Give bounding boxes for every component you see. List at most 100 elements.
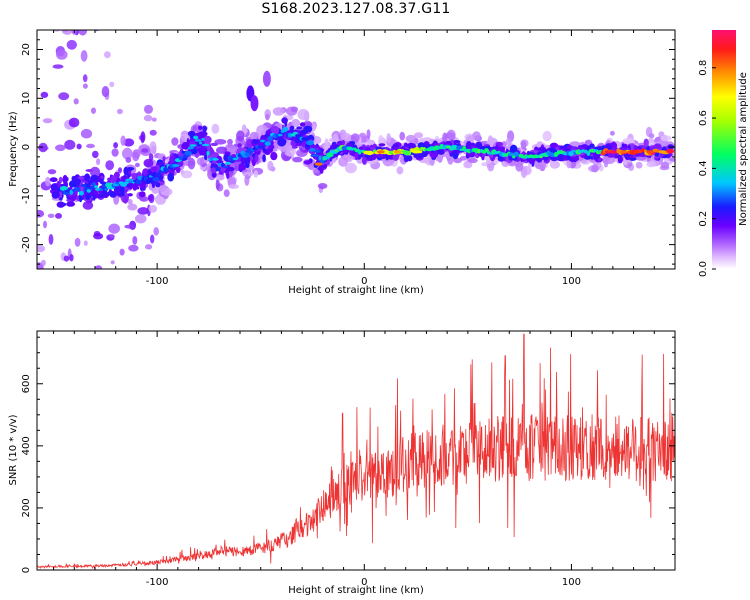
spectrogram-cell — [405, 156, 411, 160]
colorbar: 0.0 0.2 0.4 0.6 0.8 Normalized spectral ampl… — [698, 30, 749, 277]
colorbar-tick-label: 0.2 — [698, 211, 709, 227]
snr-x-tick-label: 100 — [562, 577, 581, 588]
spectrogram-cell — [228, 184, 240, 190]
spectrogram-y-tick-label: -20 — [21, 236, 32, 252]
spectrogram-cell — [314, 149, 321, 153]
spectrogram-cell — [303, 149, 309, 153]
colorbar-gradient — [712, 30, 736, 269]
spectrogram-cell — [187, 157, 196, 170]
spectrogram-cell — [85, 169, 94, 172]
spectrogram-cell — [520, 140, 527, 150]
spectrogram-cell — [312, 168, 320, 174]
spectrogram-cell — [228, 145, 238, 155]
spectrogram-cell — [201, 137, 205, 141]
spectrogram-cell — [109, 81, 115, 88]
snr-y-tick-label: 200 — [21, 498, 32, 517]
spectrogram-cell — [119, 248, 125, 256]
spectrogram-cell — [223, 153, 230, 162]
spectrogram-cell — [238, 163, 246, 171]
spectrogram-cell — [610, 130, 615, 136]
spectrogram-cell — [65, 177, 69, 182]
spectrogram-cell — [134, 162, 140, 168]
spectrogram-cell — [396, 166, 404, 175]
spectrogram-y-tick-label: 0 — [21, 144, 32, 150]
spectrogram-cell — [123, 166, 129, 176]
spectrogram-cell — [181, 150, 185, 154]
spectrogram-cell — [287, 132, 293, 138]
spectrogram-cell — [484, 148, 489, 153]
spectrogram-cell — [178, 155, 183, 161]
spectrogram-cell — [242, 171, 254, 177]
snr-panel: -100 0 100 0 200 400 600 Height of straight li… — [8, 330, 676, 596]
spectrogram-cell — [144, 104, 153, 114]
spectrogram-cell — [117, 167, 123, 173]
spectrogram-cell — [341, 139, 345, 146]
spectrogram-cell — [82, 201, 94, 210]
spectrogram-y-tick-label: 20 — [21, 43, 32, 56]
colorbar-tick-label: 0.0 — [698, 261, 709, 277]
spectrogram-cell — [210, 163, 216, 168]
spectrogram-cell — [125, 183, 132, 188]
spectrogram-cell — [56, 201, 65, 208]
spectrogram-x-axis-label: Height of straight line (km) — [288, 285, 424, 296]
spectrogram-cell — [104, 187, 109, 191]
spectrogram-cell — [37, 209, 45, 218]
spectrogram-peak — [314, 162, 323, 166]
colorbar-tick-label: 0.8 — [698, 60, 709, 76]
spectrogram-cell — [45, 176, 51, 187]
spectrogram-y-tick-label: -10 — [21, 188, 32, 204]
spectrogram-cell — [108, 223, 120, 234]
spectrogram-cell — [452, 140, 461, 144]
spectrogram-cell — [216, 146, 228, 154]
spectrogram-y-axis-label: Frequency (Hz) — [8, 111, 19, 187]
spectrogram-cell — [40, 91, 49, 98]
spectrogram-cell — [137, 207, 149, 215]
snr-y-tick-label: 600 — [21, 374, 32, 393]
spectrogram-cell — [468, 158, 478, 164]
spectrogram-cell — [202, 125, 207, 133]
spectrogram-cell — [59, 197, 63, 201]
spectrogram-cell — [311, 154, 319, 157]
spectrogram-cell — [155, 182, 161, 188]
spectrogram-cell — [291, 118, 301, 128]
spectrogram-cell — [58, 92, 70, 101]
spectrogram-cell — [116, 108, 123, 115]
spectrogram-cell — [38, 142, 48, 153]
spectrogram-cell — [267, 160, 274, 171]
spectrogram-cell — [270, 151, 278, 161]
spectrogram-cell — [624, 152, 631, 161]
spectrogram-cell — [226, 171, 230, 180]
spectrogram-cell — [84, 173, 91, 182]
spectrogram-peak — [658, 150, 667, 154]
spectrogram-cell — [135, 179, 142, 185]
spectrogram-cell — [66, 201, 76, 207]
spectrogram-cell — [240, 158, 246, 163]
spectrogram-cell — [189, 144, 197, 147]
spectrogram-cell — [92, 150, 99, 159]
spectrogram-cell — [149, 141, 157, 154]
spectrogram-cell — [277, 133, 283, 137]
spectrogram-cell — [499, 158, 504, 162]
spectrogram-cell — [512, 155, 516, 159]
spectrogram-cell — [260, 139, 266, 143]
spectrogram-cell — [309, 148, 316, 152]
spectrogram-cell — [74, 178, 81, 185]
spectrogram-cell — [104, 51, 111, 59]
spectrogram-cell — [270, 125, 280, 135]
spectrogram-cell — [405, 134, 417, 143]
spectrogram-cell — [153, 227, 159, 236]
snr-x-axis-label: Height of straight line (km) — [288, 585, 424, 596]
spectrogram-cell — [542, 130, 552, 142]
spectrogram-cell — [61, 30, 73, 35]
spectrogram-cell — [669, 157, 675, 162]
spectrogram-cell — [603, 155, 616, 165]
spectrogram-cell — [215, 178, 220, 191]
spectrogram-cell — [82, 83, 88, 89]
spectrogram-cell — [49, 177, 58, 183]
snr-x-tick-label: 0 — [361, 577, 367, 588]
spectrogram-peak — [412, 150, 421, 154]
spectrogram-cell — [508, 152, 515, 157]
spectrogram-cell — [142, 168, 150, 176]
snr-ticks: -100 0 100 0 200 400 600 — [21, 331, 676, 588]
colorbar-ticks: 0.0 0.2 0.4 0.6 0.8 — [698, 60, 716, 277]
